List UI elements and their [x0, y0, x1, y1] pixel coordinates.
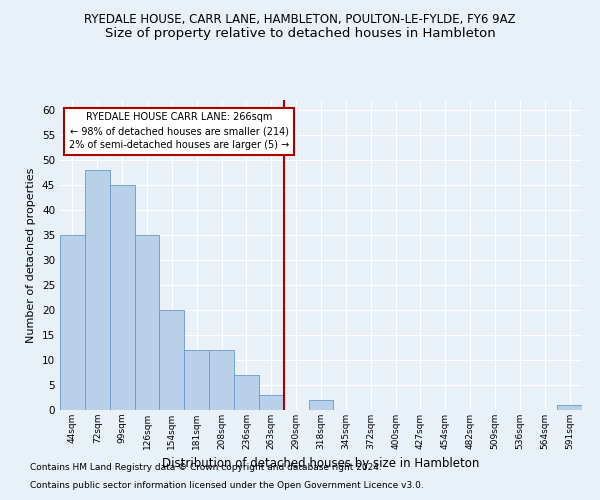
Bar [110, 185, 134, 410]
Bar [160, 310, 184, 410]
Y-axis label: Number of detached properties: Number of detached properties [26, 168, 37, 342]
X-axis label: Distribution of detached houses by size in Hambleton: Distribution of detached houses by size … [163, 458, 479, 470]
Bar [234, 375, 259, 410]
Text: Size of property relative to detached houses in Hambleton: Size of property relative to detached ho… [104, 28, 496, 40]
Text: RYEDALE HOUSE, CARR LANE, HAMBLETON, POULTON-LE-FYLDE, FY6 9AZ: RYEDALE HOUSE, CARR LANE, HAMBLETON, POU… [84, 12, 516, 26]
Bar [134, 235, 160, 410]
Bar [209, 350, 234, 410]
Bar [308, 400, 334, 410]
Bar [85, 170, 110, 410]
Text: Contains public sector information licensed under the Open Government Licence v3: Contains public sector information licen… [30, 481, 424, 490]
Text: RYEDALE HOUSE CARR LANE: 266sqm
← 98% of detached houses are smaller (214)
2% of: RYEDALE HOUSE CARR LANE: 266sqm ← 98% of… [69, 112, 289, 150]
Bar [184, 350, 209, 410]
Bar [557, 405, 582, 410]
Bar [60, 235, 85, 410]
Text: Contains HM Land Registry data © Crown copyright and database right 2024.: Contains HM Land Registry data © Crown c… [30, 464, 382, 472]
Bar [259, 395, 284, 410]
